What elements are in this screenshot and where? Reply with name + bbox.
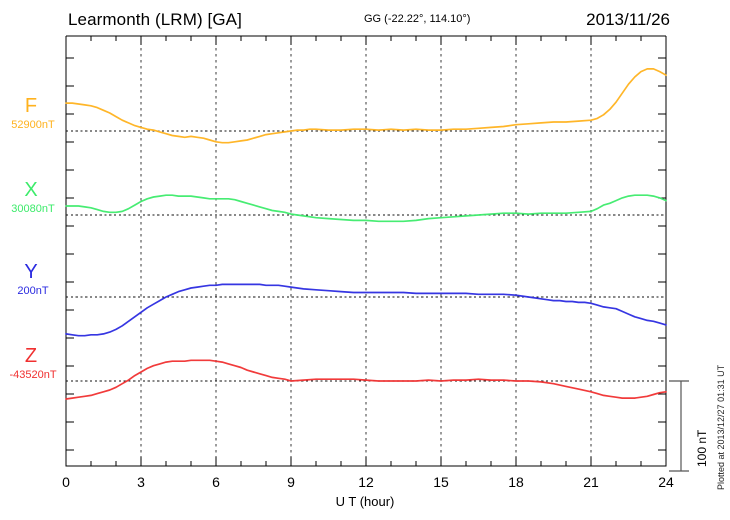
component-label-x: X: [24, 179, 38, 201]
x-tick-label: 18: [508, 474, 524, 490]
component-baseline-y: 200nT: [17, 285, 49, 297]
x-tick-label: 0: [62, 474, 70, 490]
x-tick-label: 24: [658, 474, 674, 490]
x-tick-label: 21: [583, 474, 599, 490]
x-tick-label: 3: [137, 474, 145, 490]
trace-y: [65, 283, 667, 337]
scale-bar-label: 100 nT: [695, 429, 709, 467]
component-label-z: Z: [24, 345, 38, 367]
component-baseline-x: 30080nT: [11, 203, 55, 215]
plot-frame: [65, 36, 667, 467]
component-baseline-f: 52900nT: [11, 119, 55, 131]
component-baseline-z: -43520nT: [9, 369, 57, 381]
x-tick-label: 6: [212, 474, 220, 490]
component-label-y: Y: [24, 261, 38, 283]
geographic-coordinates: GG (-22.22°, 114.10°): [364, 13, 471, 25]
trace-f: [65, 68, 667, 144]
x-tick-label: 12: [358, 474, 374, 490]
page-title: Learmonth (LRM) [GA]: [68, 10, 242, 29]
observation-date: 2013/11/26: [586, 10, 670, 29]
trace-z: [65, 359, 667, 400]
plotted-timestamp: Plotted at 2013/12/27 01:31 UT: [716, 364, 726, 490]
component-label-f: F: [24, 95, 38, 117]
trace-x: [65, 194, 667, 223]
x-tick-label: 9: [287, 474, 295, 490]
x-tick-label: 15: [433, 474, 449, 490]
x-axis-title: U T (hour): [335, 494, 395, 509]
